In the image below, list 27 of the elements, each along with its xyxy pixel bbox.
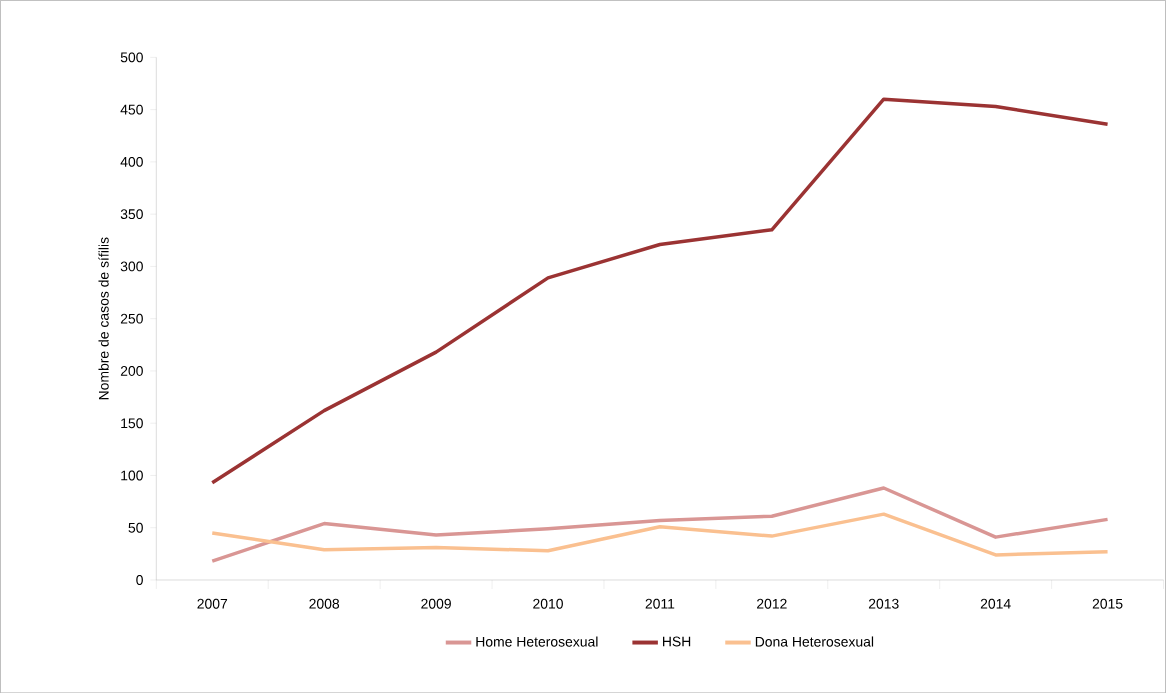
x-tick-label: 2007: [197, 598, 228, 609]
legend-label: Home Heterosexual: [476, 636, 598, 647]
y-tick-label: 250: [120, 313, 143, 324]
line-series: [210, 512, 1110, 557]
y-tick-label: 100: [121, 470, 143, 481]
y-tick-label: 300: [120, 261, 143, 272]
legend-label: HSH: [663, 636, 691, 647]
y-tick-label: 0: [136, 574, 143, 585]
x-tick-label: 2011: [645, 598, 675, 609]
x-tick-label: 2015: [1092, 598, 1123, 609]
x-tick-label: 2013: [868, 598, 899, 609]
x-tick-label: 2012: [757, 598, 787, 609]
y-tick-label: 450: [120, 104, 143, 115]
x-tick-label: 2008: [309, 598, 340, 609]
y-tick-label: 500: [120, 52, 143, 63]
y-axis-title: Nombre de casos de sífilis: [98, 237, 109, 400]
line-series: [210, 486, 1110, 563]
y-tick-label: 400: [120, 156, 143, 167]
x-tick-label: 2010: [533, 598, 563, 609]
y-tick-label: 350: [120, 209, 143, 219]
line-series: [210, 97, 1110, 485]
y-tick-label: 50: [128, 522, 143, 533]
y-tick-label: 150: [121, 418, 143, 428]
y-tick-label: 200: [120, 365, 143, 376]
legend-label: Dona Heterosexual: [755, 636, 874, 647]
x-tick-label: 2009: [421, 598, 451, 609]
x-tick-label: 2014: [980, 598, 1011, 609]
